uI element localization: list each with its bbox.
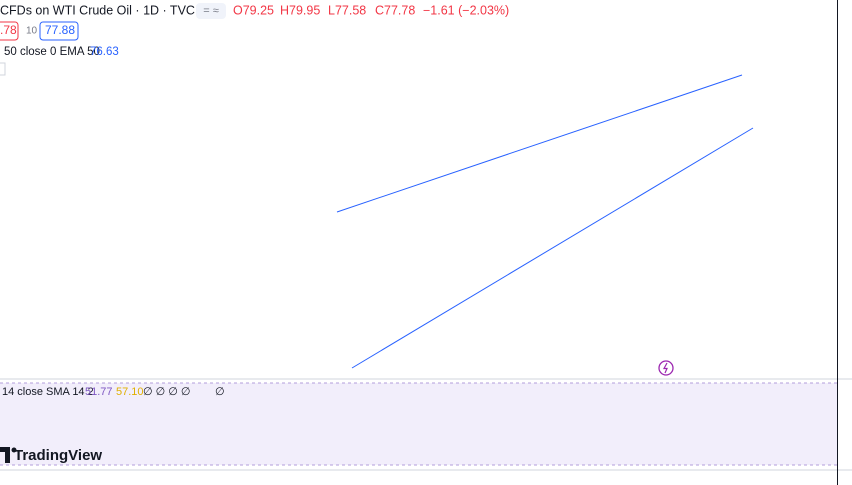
trend-line-upper[interactable] [336,74,743,213]
ema-legend-value: 76.63 [90,46,119,58]
events-bolt [662,362,668,374]
logo-mark [0,447,10,463]
rsi-legend-extra: ∅ ∅ ∅ ∅ [143,386,191,398]
rsi-legend-value: 51.77 [85,386,113,398]
spread: 10 [26,26,38,37]
logo[interactable]: TradingView [0,447,102,464]
compare-button[interactable] [196,3,226,19]
rsi-legend[interactable]: 14 close SMA 14 2 [2,386,94,398]
ohlc-low: L77.58 [328,3,366,17]
ema-legend[interactable]: 50 close 0 EMA 50 [4,46,100,58]
trend-line-lower[interactable] [351,127,754,369]
ohlc-change: −1.61 (−2.03%) [423,3,509,17]
logo-text: TradingView [14,447,102,464]
logo-dot [11,447,17,453]
sell-price: .78 [0,23,17,37]
symbol-title[interactable]: CFDs on WTI Crude Oil · 1D · TVC [0,3,195,17]
rsi-legend-sma: 57.10 [116,386,144,398]
ohlc-open: O79.25 [233,3,274,17]
collapse-button[interactable] [0,62,6,76]
ohlc-close: C77.78 [375,3,415,17]
rsi-band [0,383,838,465]
ohlc-high: H79.95 [280,3,320,17]
buy-price: 77.88 [45,23,75,37]
sell-button[interactable] [0,21,19,41]
compare-icon: = ≈ [203,5,219,17]
buy-button[interactable] [39,21,79,41]
rsi-legend-extra2: ∅ [215,386,225,398]
